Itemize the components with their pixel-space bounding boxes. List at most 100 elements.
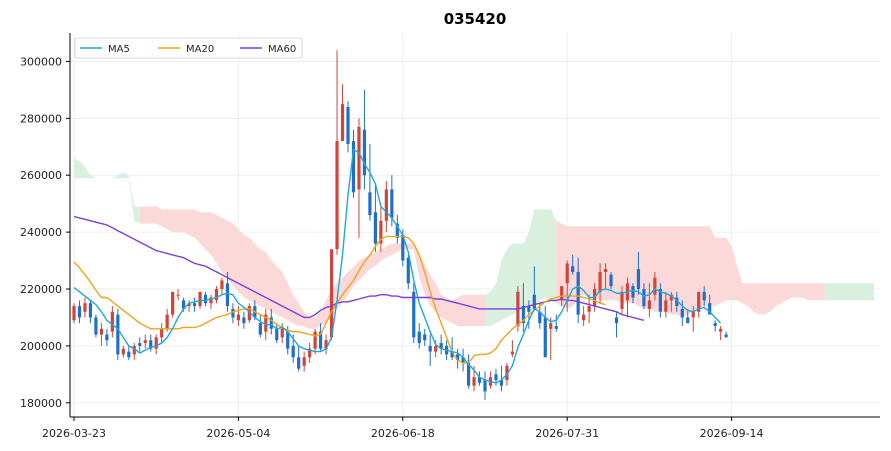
- candle-down: [466, 362, 471, 386]
- candle-up: [669, 294, 673, 301]
- candle-down: [401, 234, 405, 261]
- candle-up: [357, 126, 361, 190]
- candle-down: [461, 357, 465, 363]
- candle-down: [116, 314, 120, 355]
- candle-down: [203, 294, 208, 304]
- x-tick-label: 2026-09-14: [700, 427, 764, 440]
- candle-down: [642, 289, 646, 307]
- candle-up: [143, 340, 147, 344]
- chart-title: 035420: [444, 10, 507, 28]
- candle-up: [264, 314, 268, 332]
- candle-down: [521, 306, 525, 324]
- candle-up: [664, 300, 668, 312]
- candle-down: [351, 141, 356, 193]
- candle-down: [609, 274, 613, 287]
- candle-up: [560, 286, 564, 301]
- candle-up: [472, 377, 476, 386]
- candle-down: [636, 269, 641, 289]
- candle-down: [297, 357, 301, 369]
- candle-down: [456, 354, 460, 361]
- candle-up: [384, 189, 388, 221]
- candle-down: [127, 351, 131, 358]
- candle-up: [176, 294, 180, 296]
- candle-up: [565, 263, 569, 284]
- candle-down: [702, 291, 706, 301]
- y-tick-label: 200000: [20, 340, 62, 353]
- candle-up: [302, 357, 306, 366]
- legend: MA5 MA20 MA60: [74, 37, 303, 59]
- candle-down: [258, 323, 262, 335]
- candle-up: [620, 291, 624, 309]
- candle-up: [697, 291, 701, 312]
- candle-up: [209, 297, 213, 304]
- candle-down: [680, 308, 684, 318]
- candle-down: [88, 303, 93, 318]
- candle-down: [477, 377, 482, 383]
- candle-down: [538, 311, 542, 324]
- candle-up: [329, 249, 334, 338]
- candle-up: [582, 314, 586, 321]
- candle-down: [631, 286, 635, 298]
- candle-up: [198, 291, 202, 307]
- candle-up: [719, 328, 723, 332]
- candle-down: [149, 340, 153, 349]
- cloud-bull-segment: [74, 158, 140, 224]
- candle-down: [532, 294, 536, 309]
- candle-up: [110, 311, 114, 332]
- y-tick-label: 260000: [20, 169, 62, 182]
- candle-up: [340, 104, 345, 142]
- candle-down: [286, 331, 290, 349]
- legend-label: MA20: [186, 44, 214, 55]
- candle-down: [554, 325, 558, 329]
- candle-down: [713, 323, 717, 326]
- candle-down: [182, 300, 186, 309]
- candle-down: [450, 351, 454, 358]
- candle-up: [187, 303, 191, 307]
- x-tick-label: 2026-03-23: [42, 427, 106, 440]
- candle-up: [165, 314, 169, 329]
- candle-up: [236, 314, 240, 321]
- candle-up: [160, 328, 164, 338]
- y-tick-label: 240000: [20, 226, 62, 239]
- x-tick-label: 2026-07-31: [535, 427, 599, 440]
- candle-down: [291, 345, 295, 358]
- legend-label: MA5: [108, 44, 130, 55]
- candle-down: [94, 317, 98, 335]
- candle-up: [214, 289, 219, 301]
- candle-down: [724, 334, 728, 338]
- candle-down: [368, 192, 372, 216]
- candle-up: [549, 323, 553, 329]
- candle-down: [395, 223, 399, 238]
- candle-up: [587, 306, 591, 312]
- candle-up: [280, 328, 284, 338]
- candle-down: [576, 271, 580, 315]
- legend-label: MA60: [268, 44, 296, 55]
- candle-down: [494, 374, 498, 381]
- candle-up: [247, 306, 251, 321]
- candle-down: [412, 291, 416, 338]
- candle-down: [362, 129, 367, 176]
- y-tick-label: 280000: [20, 112, 62, 125]
- candle-up: [324, 340, 328, 349]
- candle-up: [132, 345, 136, 355]
- candle-up: [83, 303, 87, 312]
- candle-up: [313, 331, 317, 349]
- x-tick-label: 2026-05-04: [206, 427, 270, 440]
- ichimoku-cloud: [74, 158, 875, 329]
- candle-down: [543, 317, 547, 358]
- candle-up: [379, 220, 383, 244]
- axes: 180000 200000 220000 240000 260000 280000 3000…: [20, 33, 880, 440]
- cloud-bull-segment: [485, 209, 557, 326]
- candle-down: [499, 380, 504, 386]
- candle-down: [231, 308, 235, 318]
- candle-down: [658, 289, 662, 312]
- candle-up: [171, 291, 175, 315]
- candle-down: [269, 317, 273, 329]
- candle-down: [346, 106, 350, 144]
- candle-up: [691, 311, 695, 318]
- candle-down: [428, 345, 432, 352]
- cloud-bull-segment: [824, 283, 875, 301]
- candle-up: [647, 300, 651, 309]
- candle-up: [603, 269, 608, 272]
